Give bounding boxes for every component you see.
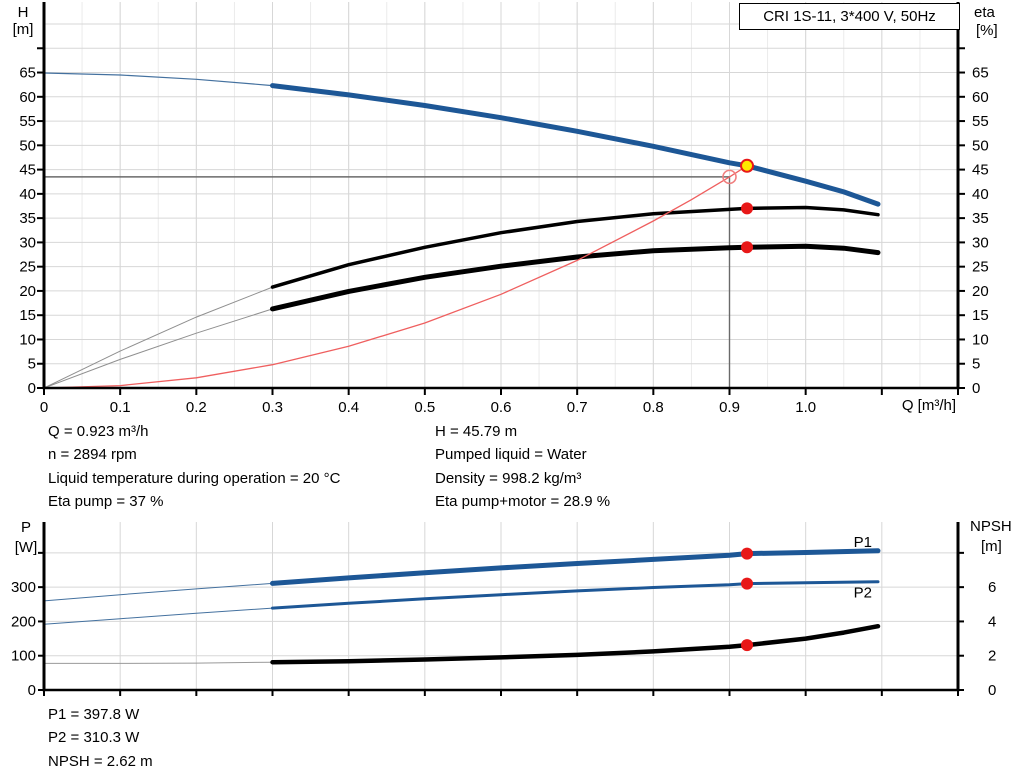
left-y-tick-label: 300 <box>11 579 36 596</box>
right-y-tick-label: 15 <box>972 307 989 324</box>
annotation-q: Q = 0.923 m³/h <box>48 423 149 440</box>
right-y-tick-label: 45 <box>972 162 989 179</box>
p2-curve <box>271 580 880 610</box>
right-y-tick-label: 5 <box>972 356 980 373</box>
annotation-eta-pump-motor: Eta pump+motor = 28.9 % <box>435 492 611 510</box>
right-y-tick-label: 30 <box>972 234 989 251</box>
npsh-curve <box>270 623 881 665</box>
h-axis-label: H <box>17 4 29 21</box>
annotation-eta-pump: Eta pump = 37 % <box>48 492 164 510</box>
x-tick-label: 0.5 <box>414 399 435 416</box>
x-tick-label: 0.2 <box>186 399 207 416</box>
eta-pump-curve-thin <box>43 286 273 389</box>
right-y-tick-label: 10 <box>972 331 989 348</box>
p1-point <box>741 547 754 560</box>
npsh-axis-unit: [m] <box>981 538 1002 555</box>
requested-duty-point <box>722 169 737 185</box>
left-y-tick-label: 35 <box>19 210 36 227</box>
p-axis-label: P <box>20 519 31 536</box>
left-y-tick-label: 200 <box>11 613 36 630</box>
eta-pump-point <box>741 202 754 215</box>
left-y-tick-label: 40 <box>19 186 36 203</box>
right-y-tick-label: 6 <box>988 579 996 596</box>
eta-axis-label: eta <box>974 4 995 21</box>
x-tick-label: 0.9 <box>719 399 740 416</box>
eta-pump-motor-curve-thin <box>43 308 273 389</box>
h-axis-unit: [m] <box>12 21 34 38</box>
left-y-tick-label: 100 <box>11 648 36 665</box>
power-annotations: P1 = 397.8 W P2 = 310.3 W NPSH = 2.62 m <box>48 703 153 773</box>
right-y-tick-label: 0 <box>988 682 996 699</box>
duty-point <box>740 158 755 173</box>
x-tick-label: 0.4 <box>338 399 359 416</box>
x-tick-label: 1.0 <box>795 399 816 416</box>
left-y-tick-label: 0 <box>28 682 36 699</box>
p-axis-unit: [W] <box>14 539 38 556</box>
x-tick-label: 0.7 <box>567 399 588 416</box>
left-y-tick-label: 5 <box>28 356 36 373</box>
annotation-pumped-liquid: Pumped liquid = Water <box>435 446 587 464</box>
annotation-h: H = 45.79 m <box>435 423 518 440</box>
left-y-tick-label: 20 <box>19 283 36 300</box>
annotation-p2: P2 = 310.3 W <box>48 729 140 747</box>
npsh-curve-thin <box>43 661 273 664</box>
right-y-tick-label: 65 <box>972 65 989 82</box>
right-y-tick-label: 0 <box>972 380 980 397</box>
left-y-tick-label: 60 <box>19 89 36 106</box>
curve-label-p1: P1 <box>854 534 872 551</box>
eta-pump-motor-curve <box>270 243 881 312</box>
right-y-tick-label: 4 <box>988 613 996 630</box>
annotation-p1: P1 = 397.8 W <box>48 706 140 723</box>
right-y-tick-label: 20 <box>972 283 989 300</box>
right-y-tick-label: 40 <box>972 186 989 203</box>
annotation-density: Density = 998.2 kg/m³ <box>435 469 582 487</box>
annotation-liquid-temp: Liquid temperature during operation = 20… <box>48 469 341 487</box>
left-y-tick-label: 65 <box>19 65 36 82</box>
left-y-tick-label: 25 <box>19 259 36 276</box>
right-y-tick-label: 50 <box>972 137 989 154</box>
left-y-tick-label: 15 <box>19 307 36 324</box>
head-curve-thin <box>43 72 274 87</box>
p1-curve <box>270 548 881 586</box>
left-y-tick-label: 30 <box>19 234 36 251</box>
annotation-n: n = 2894 rpm <box>48 446 137 464</box>
eta-pump-motor-point <box>741 241 754 254</box>
left-y-tick-label: 55 <box>19 113 36 130</box>
x-tick-label: 0.8 <box>643 399 664 416</box>
npsh-point <box>741 639 754 652</box>
x-tick-label: 0.3 <box>262 399 283 416</box>
eta-pump-curve <box>270 205 880 289</box>
duty-annotations-left: Q = 0.923 m³/h n = 2894 rpm Liquid tempe… <box>48 420 340 513</box>
x-tick-label: 0.6 <box>491 399 512 416</box>
duty-annotations-right: H = 45.79 m Pumped liquid = Water Densit… <box>435 420 610 513</box>
system-curve <box>43 165 748 389</box>
x-tick-label: 0.1 <box>110 399 131 416</box>
q-axis-label: Q [m³/h] <box>901 397 956 414</box>
head-curve <box>270 83 881 207</box>
eta-axis-unit: [%] <box>976 22 998 39</box>
right-y-tick-label: 35 <box>972 210 989 227</box>
title-box: CRI 1S-11, 3*400 V, 50Hz <box>739 3 960 30</box>
left-y-tick-label: 10 <box>19 331 36 348</box>
annotation-npsh: NPSH = 2.62 m <box>48 752 153 770</box>
p1-curve-thin <box>43 582 273 602</box>
right-y-tick-label: 2 <box>988 648 996 665</box>
x-tick-label: 0 <box>40 399 48 416</box>
right-y-tick-label: 60 <box>972 89 989 106</box>
right-y-tick-label: 25 <box>972 259 989 276</box>
p2-curve-thin <box>43 607 273 625</box>
curve-label-p2: P2 <box>854 585 872 602</box>
left-y-tick-label: 45 <box>19 162 36 179</box>
right-y-tick-label: 55 <box>972 113 989 130</box>
npsh-axis-label: NPSH <box>970 518 1012 535</box>
p2-point <box>741 577 754 590</box>
left-y-tick-label: 0 <box>28 380 36 397</box>
left-y-tick-label: 50 <box>19 137 36 154</box>
